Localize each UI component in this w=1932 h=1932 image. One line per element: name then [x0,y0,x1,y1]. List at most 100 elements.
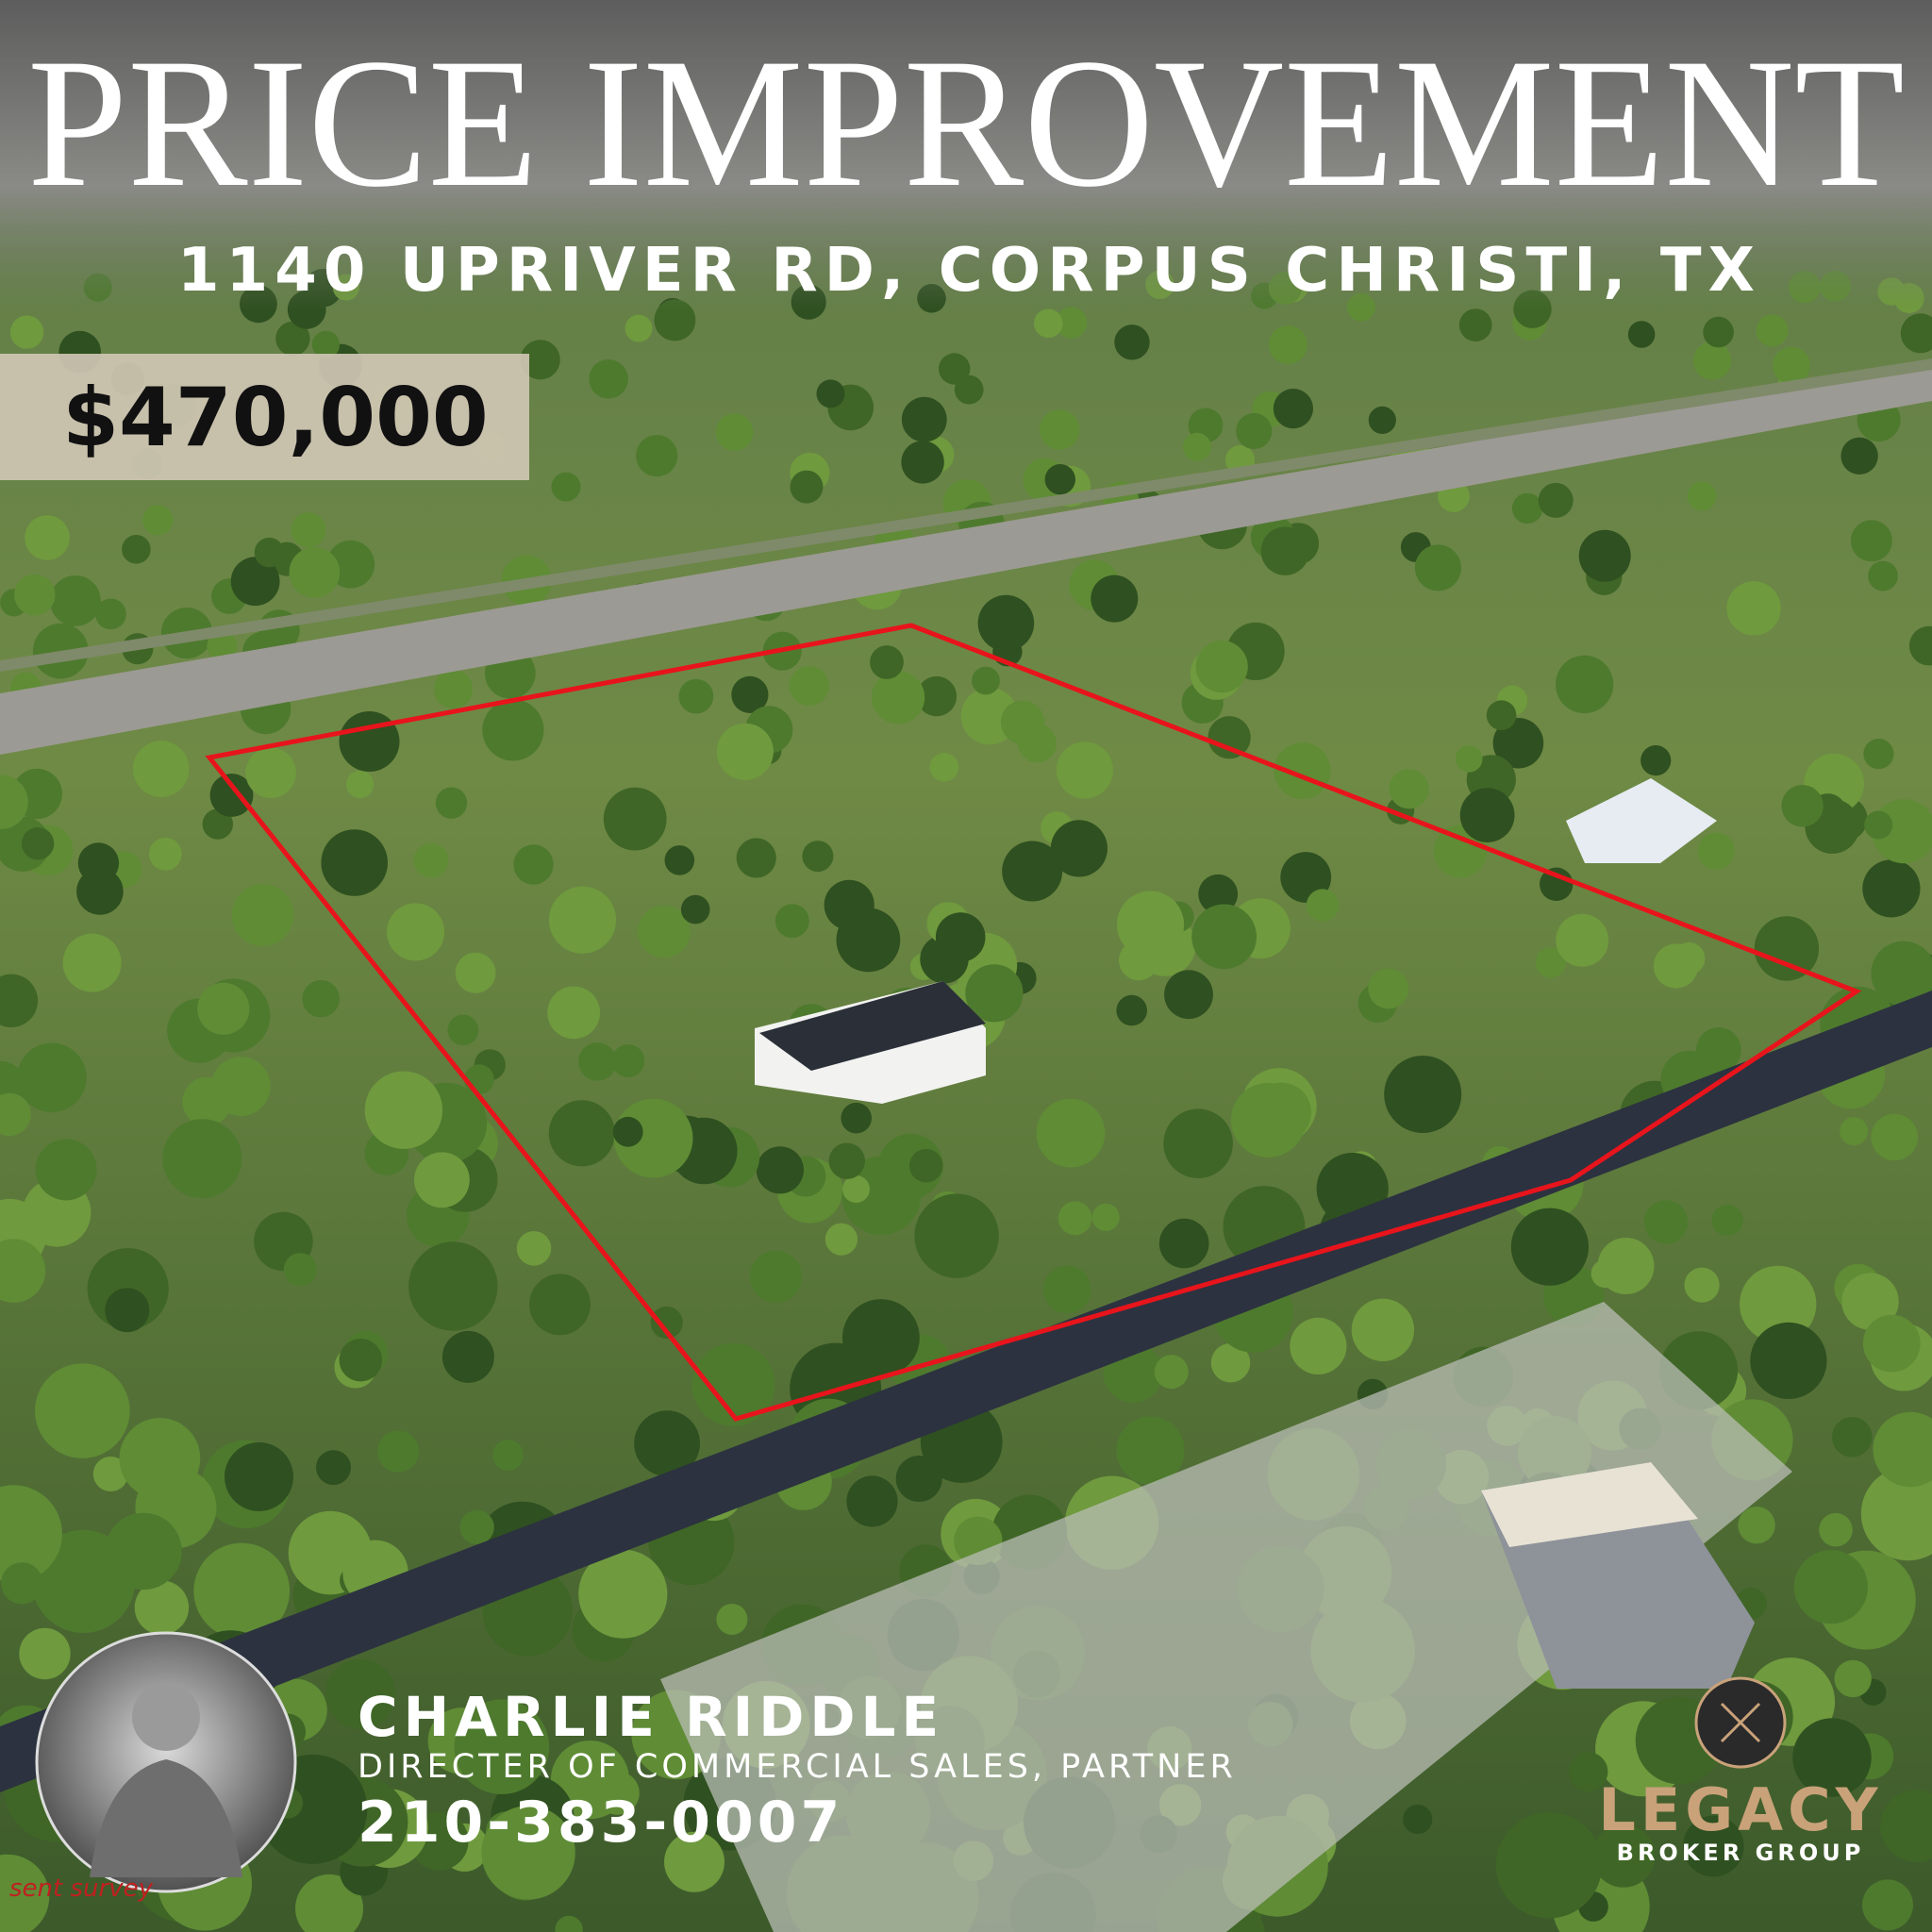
tree [901,441,944,484]
tree [17,1042,87,1113]
tree [1871,1113,1918,1161]
tree [1511,492,1543,525]
tree [9,315,44,349]
tree [716,1604,748,1635]
price-box [0,354,529,480]
tree [836,908,901,973]
tree [611,1044,645,1077]
tree [377,1430,419,1473]
tree [1726,581,1781,636]
tree [21,827,55,860]
tree [482,699,544,761]
tree [1000,700,1045,744]
tree [634,1410,700,1476]
tree [939,353,971,385]
tree [1840,1117,1869,1146]
tree [1306,889,1340,922]
tree [756,1146,805,1194]
tree [1164,970,1213,1020]
tree [1058,1201,1092,1236]
tree [35,1139,97,1201]
tree [311,330,341,359]
tree [1044,464,1076,495]
brand-tagline: BROKER GROUP [1617,1840,1865,1866]
highway [0,363,1932,755]
tree [1158,1218,1209,1269]
price: $470,000 [62,371,489,465]
tree [1510,1208,1589,1286]
tree [1687,481,1717,511]
tree [1455,745,1483,773]
tree [555,1915,583,1932]
tree [230,557,280,607]
tree [1873,1411,1932,1488]
tree [513,844,554,885]
tree [914,1193,999,1278]
tree [19,1627,71,1680]
tree [870,645,904,679]
tree [231,884,294,946]
tree [77,842,120,884]
tree [578,1549,668,1639]
tree [1042,1265,1091,1314]
tree [749,1250,803,1303]
tree [824,1223,858,1256]
tree [1182,432,1211,461]
tree [142,505,174,536]
tree [1840,437,1878,475]
tree [1458,308,1492,341]
tree [1414,544,1461,591]
tree [1750,1322,1827,1399]
tree [612,1116,643,1147]
building-roof [1481,1462,1698,1547]
tree [421,1247,457,1283]
tree [339,1339,382,1382]
tree [193,1542,291,1640]
tree [1191,904,1257,970]
tree [965,964,1024,1023]
tree [447,1014,479,1046]
tree [1683,1815,1744,1877]
tree [908,1148,943,1183]
tree [291,512,326,548]
tree [162,1119,242,1199]
logo-mark [1720,1702,1761,1743]
tree [1540,867,1574,901]
tree [441,1330,494,1383]
tree [678,678,714,714]
headline: PRICE IMPROVEMENT [27,21,1905,225]
tree [547,986,601,1040]
tree [0,1485,62,1583]
tree [895,1456,942,1502]
tree [872,671,925,724]
tree [302,979,341,1018]
tree [1684,1267,1720,1303]
tree [1154,1355,1189,1390]
tree [435,787,468,819]
tree [548,1100,615,1167]
tree [1163,1108,1233,1178]
tree [638,906,691,958]
tree [295,1874,363,1932]
tree [1,1562,43,1605]
tree [901,396,947,442]
tree [1273,389,1313,429]
house-right [1566,778,1717,863]
tree [1056,307,1088,339]
tree [1692,341,1732,380]
tree [664,845,695,875]
tree [1195,641,1248,693]
tree [321,829,389,896]
tree [202,808,233,840]
tree [119,1418,201,1499]
tree [802,841,834,873]
highway-shoulder [0,358,1932,672]
tree [207,631,238,662]
tree [1036,1098,1106,1168]
tree [134,1580,190,1635]
tree [842,1299,920,1376]
tree [1116,891,1185,958]
tree [520,340,560,380]
tree [1578,529,1631,582]
